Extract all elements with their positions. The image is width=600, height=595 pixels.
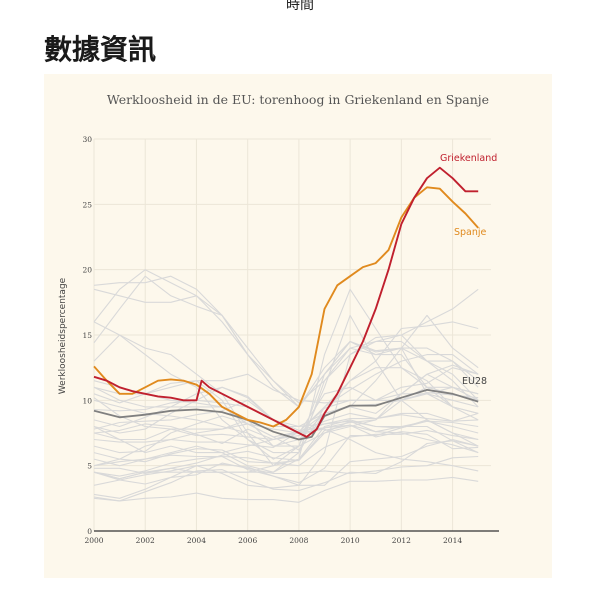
background-series-line	[93, 455, 479, 486]
x-tick-label: 2006	[238, 536, 257, 545]
top-label: 時間	[286, 0, 314, 13]
background-series-line	[93, 419, 479, 484]
y-tick-label: 10	[82, 396, 92, 405]
background-series-line	[93, 367, 479, 404]
series-label-eu28: EU28	[462, 376, 487, 387]
y-tick-label: 0	[87, 527, 92, 536]
x-tick-label: 2010	[341, 536, 360, 545]
background-series-layer	[93, 269, 479, 503]
background-series-line	[93, 399, 479, 428]
chart-panel: Werkloosheid in de EU: torenhoog in Grie…	[44, 74, 552, 578]
x-tick-label: 2000	[84, 536, 103, 545]
background-series-line	[93, 419, 479, 473]
background-series-line	[93, 288, 479, 480]
series-line-eu28	[93, 389, 479, 441]
x-tick-label: 2012	[392, 536, 411, 545]
y-axis-label: Werkloosheidspercentage	[58, 277, 68, 394]
background-series-line	[93, 429, 479, 467]
annotation-layer: Griekenland Spanje EU28	[440, 153, 497, 387]
axis-layer: 0 5 10 15 20 25 30 2000 2002 2004 2006 2008 2010 2012…	[82, 135, 499, 545]
y-tick-label: 25	[82, 200, 92, 209]
background-series-line	[93, 476, 479, 503]
x-tick-label: 2004	[187, 536, 206, 545]
background-series-line	[93, 275, 479, 408]
series-line-griekenland	[93, 166, 479, 438]
background-series-line	[93, 424, 479, 464]
unemployment-chart: Werkloosheid in de EU: torenhoog in Grie…	[58, 92, 499, 545]
background-series-line	[93, 438, 479, 499]
background-series-line	[93, 391, 479, 441]
x-tick-label: 2002	[136, 536, 155, 545]
background-series-line	[93, 354, 479, 448]
background-series-line	[93, 340, 479, 480]
background-series-line	[93, 288, 479, 408]
series-label-spanje: Spanje	[454, 227, 487, 238]
section-title: 數據資訊	[44, 33, 157, 66]
background-series-line	[93, 440, 479, 502]
background-series-line	[93, 399, 479, 450]
background-series-line	[93, 386, 479, 454]
chart-title: Werkloosheid in de EU: torenhoog in Grie…	[107, 92, 489, 107]
background-series-line	[93, 373, 479, 447]
y-tick-label: 15	[82, 331, 92, 340]
series-label-griekenland: Griekenland	[440, 153, 497, 164]
y-tick-label: 20	[82, 266, 92, 275]
y-tick-label: 30	[82, 135, 92, 144]
highlight-series-layer	[93, 166, 479, 441]
x-tick-label: 2008	[289, 536, 308, 545]
x-tick-label: 2014	[443, 536, 462, 545]
background-series-line	[94, 420, 479, 475]
background-series-line	[93, 367, 479, 454]
y-tick-label: 5	[87, 462, 92, 471]
